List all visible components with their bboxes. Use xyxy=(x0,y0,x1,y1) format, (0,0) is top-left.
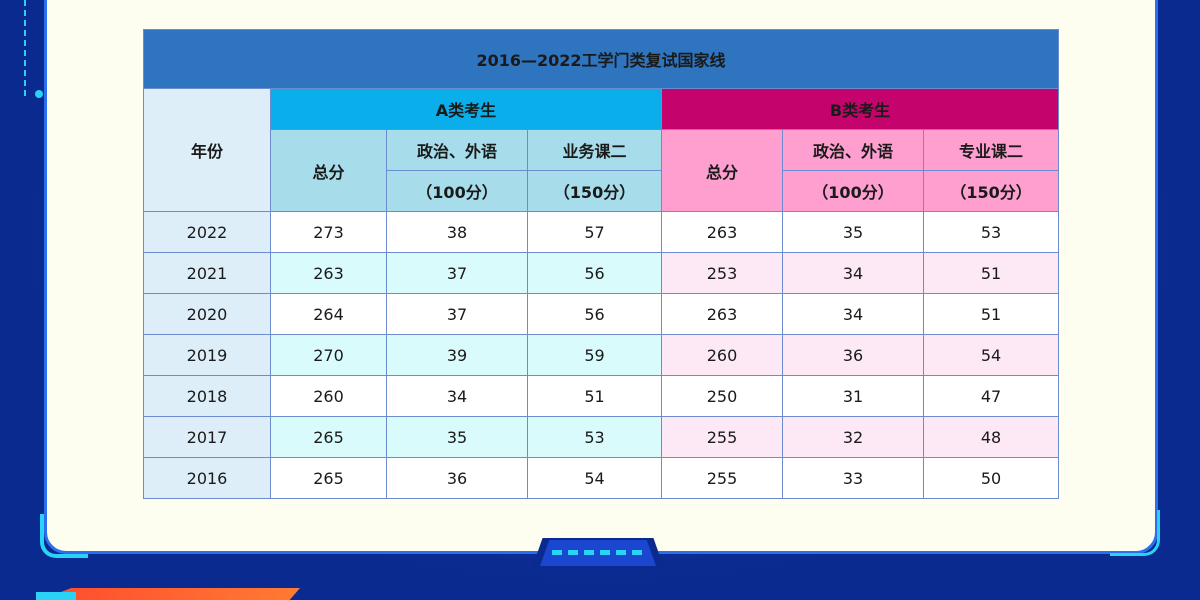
b-politics-cell: 31 xyxy=(782,375,924,417)
a-total-cell: 265 xyxy=(270,457,387,499)
b-total-cell: 253 xyxy=(661,252,783,294)
bottom-right-corner-decoration xyxy=(1110,510,1160,556)
score-table: 2016—2022工学门类复试国家线 年份 A类考生 B类考生 总分 政治、外语… xyxy=(142,29,1060,499)
a-course2-cell: 56 xyxy=(527,252,662,294)
a-course2-score-header: （150分） xyxy=(527,170,662,212)
a-politics-cell: 34 xyxy=(386,375,528,417)
a-total-cell: 264 xyxy=(270,293,387,335)
a-politics-cell: 37 xyxy=(386,252,528,294)
bottom-left-cyan-decoration xyxy=(36,592,76,600)
a-course2-cell: 53 xyxy=(527,416,662,458)
year-cell: 2020 xyxy=(143,293,271,335)
b-course2-header: 专业课二 xyxy=(922,129,1060,171)
table-row: 2021 263 37 56 253 34 51 xyxy=(143,252,1060,294)
b-total-cell: 263 xyxy=(661,211,783,253)
b-politics-cell: 36 xyxy=(782,334,924,376)
group-b-header: B类考生 xyxy=(660,88,1060,130)
year-cell: 2018 xyxy=(143,375,271,417)
table-title: 2016—2022工学门类复试国家线 xyxy=(142,29,1060,89)
a-politics-cell: 35 xyxy=(386,416,528,458)
a-course2-header: 业务课二 xyxy=(527,129,662,171)
table-row: 2016 265 36 54 255 33 50 xyxy=(143,457,1060,499)
a-total-cell: 273 xyxy=(270,211,387,253)
b-course2-score-header: （150分） xyxy=(922,170,1060,212)
b-course2-cell: 48 xyxy=(922,416,1060,458)
table-row: 2018 260 34 51 250 31 47 xyxy=(143,375,1060,417)
b-total-cell: 263 xyxy=(661,293,783,335)
a-politics-cell: 38 xyxy=(386,211,528,253)
a-total-cell: 263 xyxy=(270,252,387,294)
year-cell: 2021 xyxy=(143,252,271,294)
a-politics-cell: 37 xyxy=(386,293,528,335)
b-total-cell: 255 xyxy=(661,416,783,458)
bottom-left-orange-decoration xyxy=(40,588,300,600)
a-course2-cell: 51 xyxy=(527,375,662,417)
b-politics-header: 政治、外语 xyxy=(782,129,924,171)
table-row: 2020 264 37 56 263 34 51 xyxy=(143,293,1060,335)
a-politics-cell: 39 xyxy=(386,334,528,376)
a-course2-cell: 59 xyxy=(527,334,662,376)
b-politics-cell: 34 xyxy=(782,252,924,294)
table-row: 2017 265 35 53 255 32 48 xyxy=(143,416,1060,458)
a-politics-score-header: （100分） xyxy=(386,170,528,212)
top-left-dot-decoration xyxy=(35,90,43,98)
year-cell: 2019 xyxy=(143,334,271,376)
a-total-cell: 260 xyxy=(270,375,387,417)
b-politics-score-header: （100分） xyxy=(782,170,924,212)
year-cell: 2016 xyxy=(143,457,271,499)
a-course2-cell: 57 xyxy=(527,211,662,253)
year-header: 年份 xyxy=(143,88,271,212)
table-row: 2019 270 39 59 260 36 54 xyxy=(143,334,1060,376)
bottom-dashes-decoration xyxy=(552,550,642,555)
b-course2-cell: 47 xyxy=(922,375,1060,417)
top-left-dashed-decoration xyxy=(24,0,44,96)
a-total-cell: 265 xyxy=(270,416,387,458)
b-politics-cell: 33 xyxy=(782,457,924,499)
b-total-cell: 255 xyxy=(661,457,783,499)
a-politics-header: 政治、外语 xyxy=(386,129,528,171)
a-total-header: 总分 xyxy=(270,129,387,212)
a-course2-cell: 56 xyxy=(527,293,662,335)
b-course2-cell: 51 xyxy=(922,293,1060,335)
b-politics-cell: 32 xyxy=(782,416,924,458)
year-cell: 2017 xyxy=(143,416,271,458)
table-row: 2022 273 38 57 263 35 53 xyxy=(143,211,1060,253)
a-course2-cell: 54 xyxy=(527,457,662,499)
b-politics-cell: 34 xyxy=(782,293,924,335)
year-cell: 2022 xyxy=(143,211,271,253)
b-total-cell: 260 xyxy=(661,334,783,376)
a-politics-cell: 36 xyxy=(386,457,528,499)
b-total-header: 总分 xyxy=(661,129,783,212)
b-course2-cell: 54 xyxy=(922,334,1060,376)
group-a-header: A类考生 xyxy=(270,88,662,130)
b-total-cell: 250 xyxy=(661,375,783,417)
b-politics-cell: 35 xyxy=(782,211,924,253)
a-total-cell: 270 xyxy=(270,334,387,376)
b-course2-cell: 51 xyxy=(922,252,1060,294)
b-course2-cell: 50 xyxy=(922,457,1060,499)
bottom-left-corner-decoration xyxy=(40,514,88,558)
b-course2-cell: 53 xyxy=(922,211,1060,253)
